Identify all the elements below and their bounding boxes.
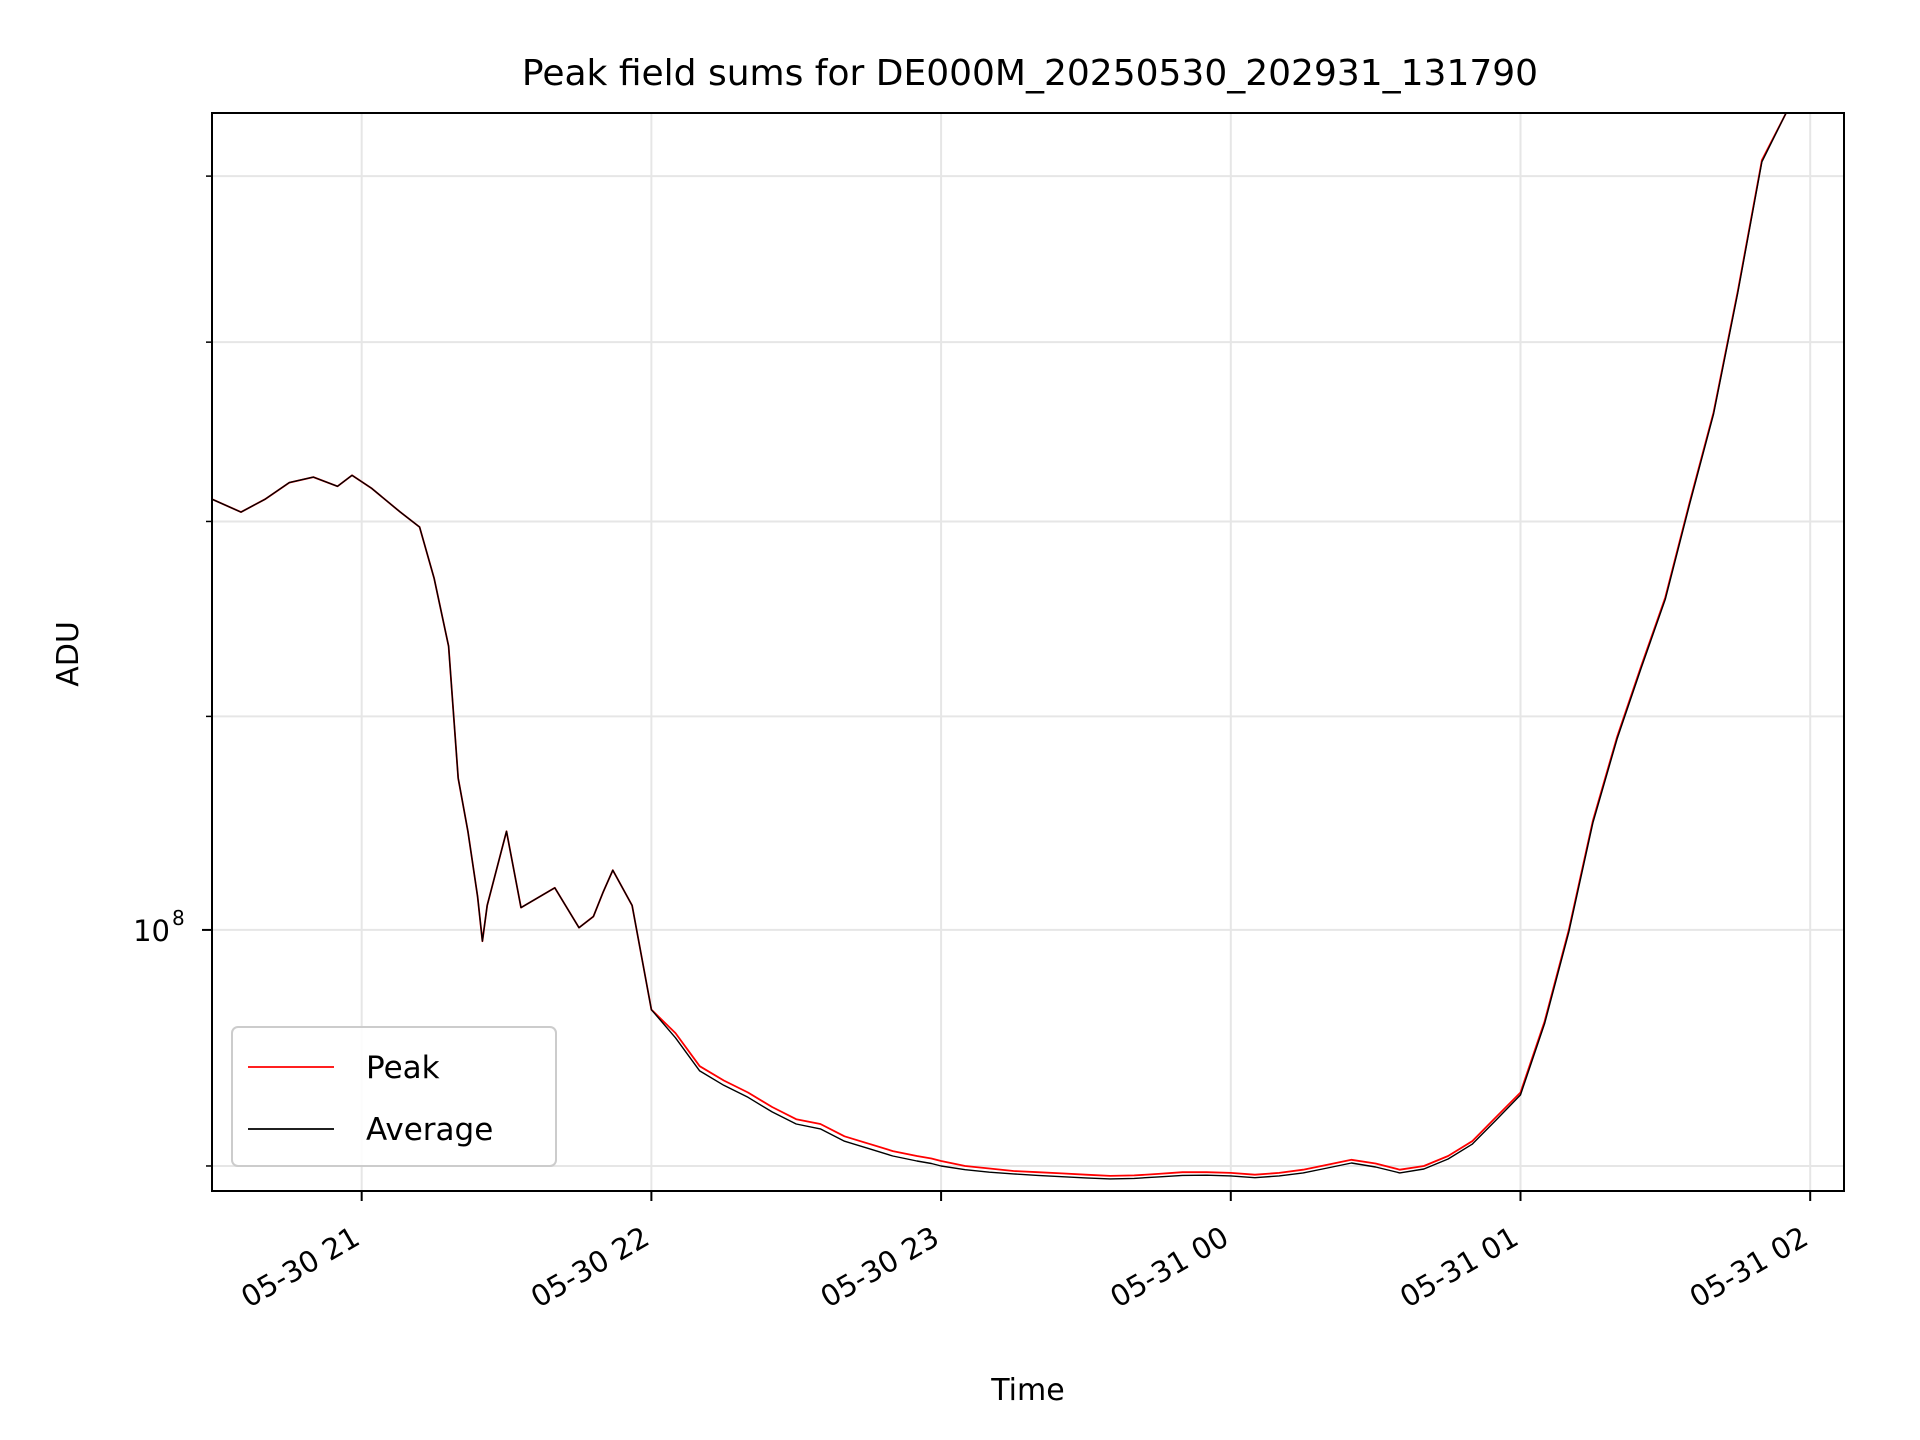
legend: Peak Average	[231, 1026, 557, 1167]
series-layer	[212, 113, 1844, 1180]
legend-box	[231, 1026, 557, 1167]
chart-title: Peak field sums for DE000M_20250530_2029…	[522, 53, 1538, 94]
plot-area	[212, 113, 1844, 1180]
x-axis-label: Time	[990, 1373, 1064, 1408]
y-tick-label-exponent: 8	[172, 906, 185, 930]
y-axis-label: ADU	[51, 621, 86, 687]
y-axis: 10 8	[133, 175, 212, 1167]
legend-label-average: Average	[366, 1112, 493, 1148]
plot-frame	[211, 112, 1845, 1192]
y-tick-label: 10	[133, 914, 170, 948]
series-line-average	[212, 113, 1844, 1180]
legend-label-peak: Peak	[366, 1050, 440, 1086]
